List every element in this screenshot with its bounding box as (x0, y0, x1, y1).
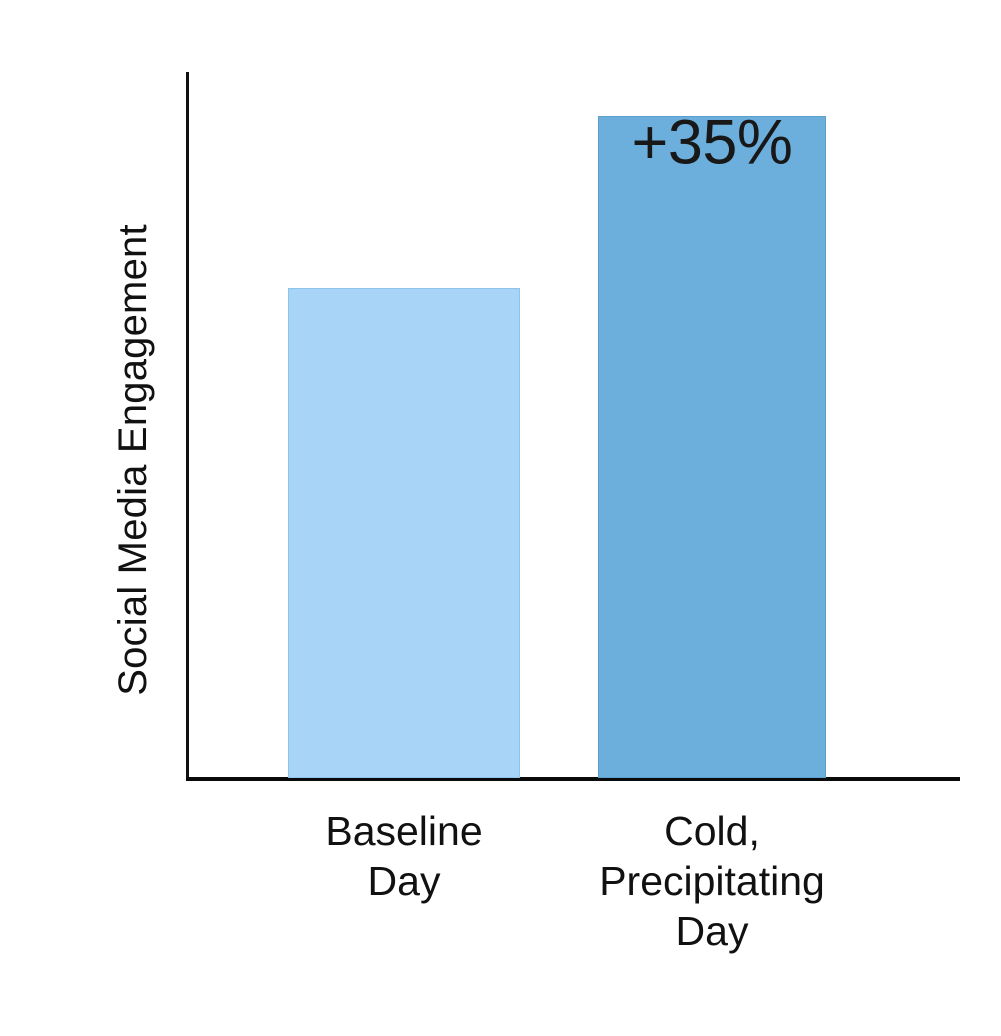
plot-area (189, 72, 960, 778)
bar-value-annotation-cold-day: +35% (631, 107, 793, 178)
bar-baseline-day[interactable] (288, 288, 520, 778)
x-axis-line (186, 777, 960, 781)
x-tick-label-cold-precipitating-day: Cold, Precipitating Day (599, 808, 825, 954)
y-axis-title: Social Media Engagement (111, 224, 155, 696)
bar-cold-precipitating-day[interactable] (598, 116, 826, 778)
y-axis-line (186, 72, 189, 781)
x-tick-label-baseline-day: Baseline Day (325, 808, 483, 904)
